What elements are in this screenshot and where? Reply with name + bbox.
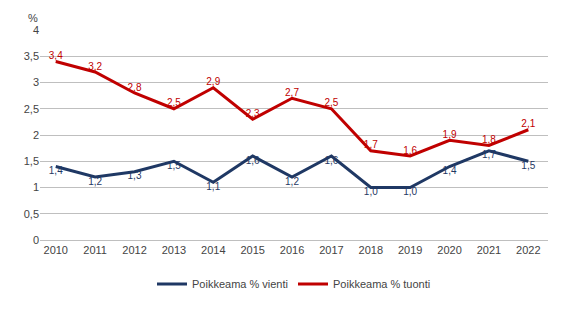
svg-text:2,1: 2,1: [521, 118, 535, 129]
svg-text:1,6: 1,6: [324, 155, 338, 166]
svg-text:2016: 2016: [280, 244, 304, 256]
svg-text:2,3: 2,3: [246, 108, 260, 119]
svg-text:2: 2: [33, 129, 39, 141]
svg-text:1,5: 1,5: [167, 160, 181, 171]
svg-text:2,9: 2,9: [206, 76, 220, 87]
svg-text:1,0: 1,0: [364, 186, 378, 197]
svg-text:2015: 2015: [240, 244, 264, 256]
svg-text:Poikkeama % tuonti: Poikkeama % tuonti: [333, 278, 430, 290]
svg-text:1,4: 1,4: [49, 165, 63, 176]
svg-text:2,8: 2,8: [128, 82, 142, 93]
svg-text:2020: 2020: [437, 244, 461, 256]
svg-text:2,5: 2,5: [167, 97, 181, 108]
svg-text:2,7: 2,7: [285, 87, 299, 98]
svg-text:4: 4: [33, 24, 39, 36]
svg-text:2021: 2021: [477, 244, 501, 256]
svg-text:3,2: 3,2: [88, 61, 102, 72]
svg-text:1,1: 1,1: [206, 181, 220, 192]
svg-text:2022: 2022: [516, 244, 540, 256]
svg-text:2011: 2011: [83, 244, 107, 256]
svg-text:3: 3: [33, 76, 39, 88]
svg-text:Poikkeama % vienti: Poikkeama % vienti: [192, 278, 288, 290]
svg-text:0,5: 0,5: [24, 208, 39, 220]
svg-text:2012: 2012: [122, 244, 146, 256]
svg-text:2014: 2014: [201, 244, 225, 256]
svg-text:1,5: 1,5: [521, 160, 535, 171]
svg-text:2013: 2013: [162, 244, 186, 256]
svg-text:2,5: 2,5: [24, 103, 39, 115]
svg-text:2010: 2010: [44, 244, 68, 256]
svg-text:1,9: 1,9: [443, 129, 457, 140]
svg-text:1,2: 1,2: [285, 176, 299, 187]
svg-text:1,8: 1,8: [482, 134, 496, 145]
svg-text:2018: 2018: [359, 244, 383, 256]
svg-text:1,7: 1,7: [364, 139, 378, 150]
svg-text:1,6: 1,6: [246, 155, 260, 166]
svg-text:1: 1: [33, 181, 39, 193]
svg-text:1,5: 1,5: [24, 155, 39, 167]
svg-text:1,3: 1,3: [128, 170, 142, 181]
svg-text:2019: 2019: [398, 244, 422, 256]
svg-text:2017: 2017: [319, 244, 343, 256]
svg-text:1,7: 1,7: [482, 149, 496, 160]
svg-text:2,5: 2,5: [324, 97, 338, 108]
svg-text:1,4: 1,4: [443, 165, 457, 176]
svg-text:0: 0: [33, 234, 39, 246]
svg-text:3,5: 3,5: [24, 50, 39, 62]
svg-text:1,0: 1,0: [403, 186, 417, 197]
svg-text:%: %: [28, 12, 38, 24]
svg-text:3,4: 3,4: [49, 50, 63, 61]
svg-text:1,6: 1,6: [403, 145, 417, 156]
svg-text:1,2: 1,2: [88, 176, 102, 187]
